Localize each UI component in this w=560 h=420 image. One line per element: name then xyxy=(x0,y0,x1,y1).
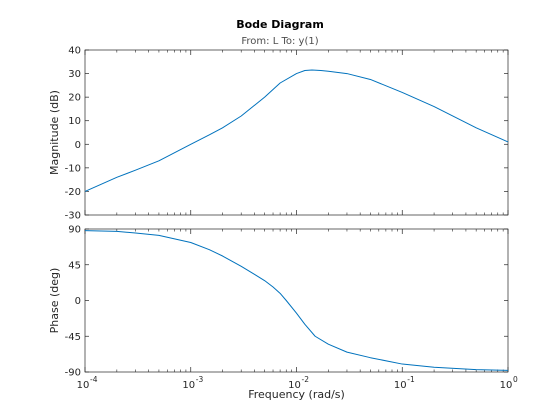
phase-line xyxy=(84,230,509,371)
y-tick-label: -10 xyxy=(65,163,81,174)
x-tick-label: 10 xyxy=(500,380,513,391)
y-tick-label: -45 xyxy=(65,332,81,343)
x-tick-exponent: -3 xyxy=(196,375,204,384)
y-tick-label: 45 xyxy=(68,260,81,271)
x-tick-label: 10 xyxy=(77,380,90,391)
y-tick-label: -90 xyxy=(65,368,81,379)
x-tick-exponent: -4 xyxy=(90,375,98,384)
magnitude-line xyxy=(84,69,509,192)
x-tick-label: 10 xyxy=(394,380,407,391)
axes-box xyxy=(84,49,509,216)
y-tick-label: -20 xyxy=(65,187,81,198)
y-tick-label: -30 xyxy=(65,211,81,222)
x-tick-exponent: 0 xyxy=(513,375,518,384)
x-tick-exponent: -1 xyxy=(407,375,415,384)
y-tick-label: 10 xyxy=(68,116,81,127)
magnitude-axis-label: Magnitude (dB) xyxy=(48,90,61,175)
x-tick-label: 10 xyxy=(182,380,195,391)
frequency-axis-label: Frequency (rad/s) xyxy=(248,388,345,401)
x-tick-exponent: -2 xyxy=(302,375,310,384)
chart-subtitle: From: L To: y(1) xyxy=(241,36,319,47)
phase-panel: -90 -45 0 45 90 Phase (deg) xyxy=(48,225,509,379)
y-tick-label: 30 xyxy=(68,69,81,80)
y-tick-label: 90 xyxy=(68,225,81,236)
y-tick-label: 0 xyxy=(75,296,81,307)
y-tick-label: 40 xyxy=(68,46,81,57)
axes-box xyxy=(84,228,509,373)
y-tick-label: 0 xyxy=(75,140,81,151)
chart-title: Bode Diagram xyxy=(236,18,324,31)
magnitude-panel: -30 -20 -10 0 10 20 30 40 Magnitude (dB) xyxy=(48,46,509,222)
y-tick-label: 20 xyxy=(68,93,81,104)
phase-axis-label: Phase (deg) xyxy=(48,268,61,334)
x-tick-label: 10 xyxy=(288,380,301,391)
